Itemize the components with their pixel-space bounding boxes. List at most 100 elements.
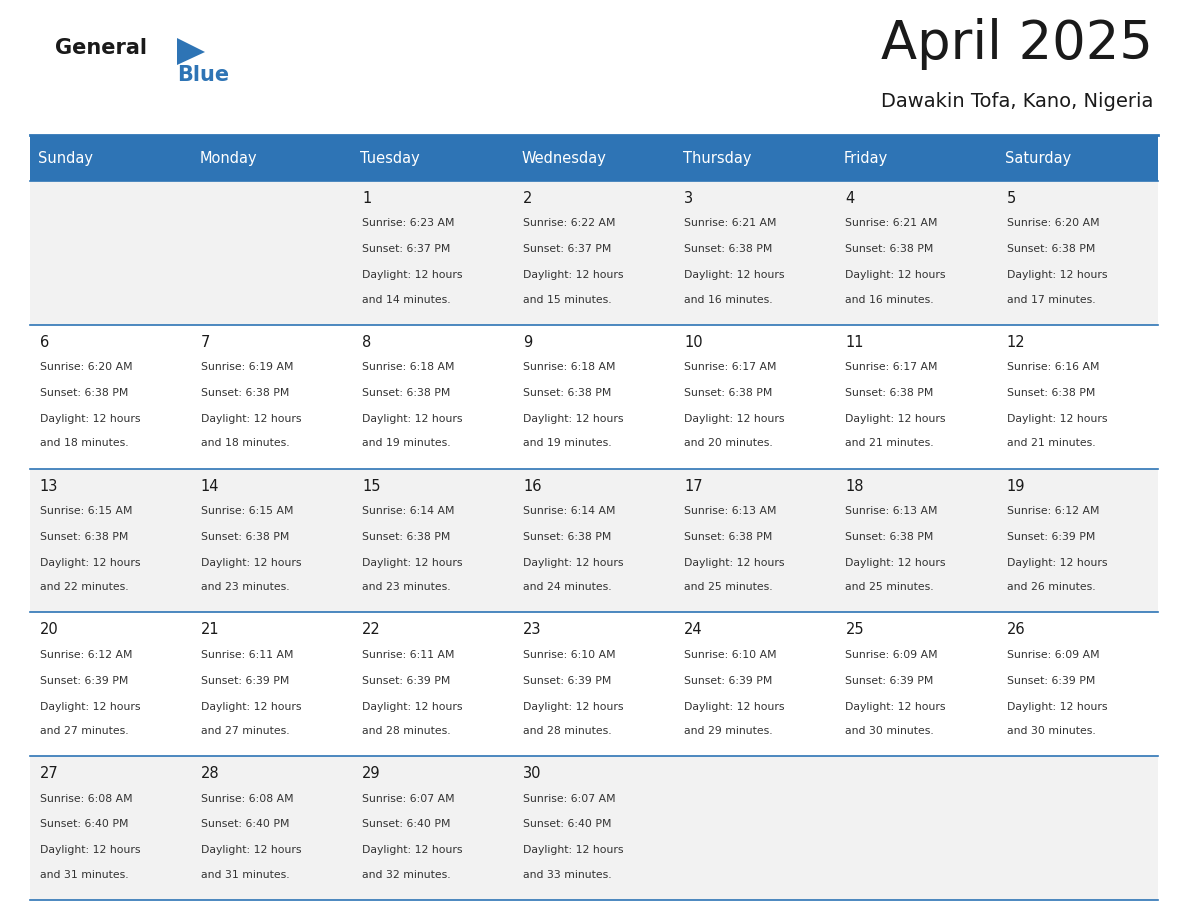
Text: Daylight: 12 hours: Daylight: 12 hours (846, 414, 946, 424)
Text: and 26 minutes.: and 26 minutes. (1006, 582, 1095, 592)
Text: 21: 21 (201, 622, 220, 637)
Text: Sunset: 6:38 PM: Sunset: 6:38 PM (523, 388, 612, 398)
Text: 11: 11 (846, 335, 864, 350)
Text: Sunrise: 6:23 AM: Sunrise: 6:23 AM (362, 218, 455, 229)
Text: Sunset: 6:38 PM: Sunset: 6:38 PM (684, 388, 772, 398)
Text: 16: 16 (523, 478, 542, 494)
Text: Sunrise: 6:11 AM: Sunrise: 6:11 AM (201, 650, 293, 660)
Text: Daylight: 12 hours: Daylight: 12 hours (362, 414, 462, 424)
Text: and 18 minutes.: and 18 minutes. (39, 439, 128, 448)
Text: Sunset: 6:38 PM: Sunset: 6:38 PM (39, 532, 128, 542)
Text: Sunrise: 6:12 AM: Sunrise: 6:12 AM (39, 650, 132, 660)
Text: General: General (55, 38, 147, 58)
Text: 19: 19 (1006, 478, 1025, 494)
Text: April 2025: April 2025 (881, 18, 1154, 70)
Text: and 16 minutes.: and 16 minutes. (846, 295, 934, 305)
Text: and 20 minutes.: and 20 minutes. (684, 439, 773, 448)
Text: 15: 15 (362, 478, 380, 494)
Text: 18: 18 (846, 478, 864, 494)
Text: Sunrise: 6:08 AM: Sunrise: 6:08 AM (39, 793, 132, 803)
Text: Sunrise: 6:17 AM: Sunrise: 6:17 AM (684, 363, 777, 372)
Text: Sunrise: 6:16 AM: Sunrise: 6:16 AM (1006, 363, 1099, 372)
FancyBboxPatch shape (30, 181, 1158, 325)
Text: Daylight: 12 hours: Daylight: 12 hours (846, 701, 946, 711)
Text: and 17 minutes.: and 17 minutes. (1006, 295, 1095, 305)
Text: and 19 minutes.: and 19 minutes. (523, 439, 612, 448)
Text: Monday: Monday (200, 151, 257, 165)
Text: and 24 minutes.: and 24 minutes. (523, 582, 612, 592)
Text: Sunrise: 6:17 AM: Sunrise: 6:17 AM (846, 363, 937, 372)
Text: 6: 6 (39, 335, 49, 350)
FancyBboxPatch shape (30, 612, 1158, 756)
Text: Daylight: 12 hours: Daylight: 12 hours (1006, 414, 1107, 424)
Text: Daylight: 12 hours: Daylight: 12 hours (684, 270, 785, 280)
Text: and 33 minutes.: and 33 minutes. (523, 869, 612, 879)
Text: 23: 23 (523, 622, 542, 637)
Text: and 27 minutes.: and 27 minutes. (39, 726, 128, 736)
Text: 5: 5 (1006, 191, 1016, 206)
Text: Daylight: 12 hours: Daylight: 12 hours (39, 414, 140, 424)
FancyBboxPatch shape (997, 135, 1158, 181)
Text: 25: 25 (846, 622, 864, 637)
FancyBboxPatch shape (30, 325, 1158, 468)
Text: Sunset: 6:37 PM: Sunset: 6:37 PM (362, 244, 450, 254)
Text: Sunrise: 6:11 AM: Sunrise: 6:11 AM (362, 650, 455, 660)
Text: Sunrise: 6:07 AM: Sunrise: 6:07 AM (523, 793, 615, 803)
Text: Sunset: 6:38 PM: Sunset: 6:38 PM (846, 244, 934, 254)
Text: Sunset: 6:39 PM: Sunset: 6:39 PM (846, 676, 934, 686)
Text: Sunrise: 6:08 AM: Sunrise: 6:08 AM (201, 793, 293, 803)
Text: and 28 minutes.: and 28 minutes. (523, 726, 612, 736)
Text: Sunset: 6:39 PM: Sunset: 6:39 PM (201, 676, 289, 686)
Text: Daylight: 12 hours: Daylight: 12 hours (523, 558, 624, 567)
Text: Sunrise: 6:14 AM: Sunrise: 6:14 AM (362, 506, 455, 516)
Text: Sunrise: 6:09 AM: Sunrise: 6:09 AM (1006, 650, 1099, 660)
Text: Sunrise: 6:20 AM: Sunrise: 6:20 AM (1006, 218, 1099, 229)
FancyBboxPatch shape (675, 135, 835, 181)
Text: 9: 9 (523, 335, 532, 350)
Text: Sunrise: 6:15 AM: Sunrise: 6:15 AM (39, 506, 132, 516)
Text: Sunrise: 6:19 AM: Sunrise: 6:19 AM (201, 363, 293, 372)
Text: and 18 minutes.: and 18 minutes. (201, 439, 290, 448)
Text: Sunrise: 6:07 AM: Sunrise: 6:07 AM (362, 793, 455, 803)
Text: Daylight: 12 hours: Daylight: 12 hours (362, 845, 462, 856)
FancyBboxPatch shape (513, 135, 675, 181)
Text: Daylight: 12 hours: Daylight: 12 hours (684, 414, 785, 424)
Text: 26: 26 (1006, 622, 1025, 637)
Text: 22: 22 (362, 622, 380, 637)
Text: Daylight: 12 hours: Daylight: 12 hours (362, 558, 462, 567)
Text: 12: 12 (1006, 335, 1025, 350)
Text: Sunset: 6:39 PM: Sunset: 6:39 PM (523, 676, 612, 686)
Text: 28: 28 (201, 767, 220, 781)
Text: and 31 minutes.: and 31 minutes. (39, 869, 128, 879)
Text: Sunrise: 6:18 AM: Sunrise: 6:18 AM (523, 363, 615, 372)
Text: and 25 minutes.: and 25 minutes. (684, 582, 773, 592)
Text: 1: 1 (362, 191, 371, 206)
Text: and 21 minutes.: and 21 minutes. (846, 439, 934, 448)
Text: Sunset: 6:40 PM: Sunset: 6:40 PM (201, 820, 290, 830)
Text: and 28 minutes.: and 28 minutes. (362, 726, 450, 736)
Text: Sunset: 6:38 PM: Sunset: 6:38 PM (846, 532, 934, 542)
Text: Sunset: 6:40 PM: Sunset: 6:40 PM (523, 820, 612, 830)
Text: 30: 30 (523, 767, 542, 781)
Text: 10: 10 (684, 335, 703, 350)
Text: Daylight: 12 hours: Daylight: 12 hours (1006, 270, 1107, 280)
Text: Dawakin Tofa, Kano, Nigeria: Dawakin Tofa, Kano, Nigeria (880, 92, 1154, 111)
Text: and 19 minutes.: and 19 minutes. (362, 439, 450, 448)
Text: Daylight: 12 hours: Daylight: 12 hours (362, 701, 462, 711)
Text: Sunrise: 6:21 AM: Sunrise: 6:21 AM (684, 218, 777, 229)
Text: Sunset: 6:38 PM: Sunset: 6:38 PM (39, 388, 128, 398)
Text: Sunset: 6:38 PM: Sunset: 6:38 PM (1006, 244, 1095, 254)
Text: Sunset: 6:38 PM: Sunset: 6:38 PM (362, 388, 450, 398)
Text: Thursday: Thursday (683, 151, 751, 165)
Text: Sunrise: 6:10 AM: Sunrise: 6:10 AM (684, 650, 777, 660)
Text: Sunrise: 6:13 AM: Sunrise: 6:13 AM (846, 506, 937, 516)
Text: Sunset: 6:38 PM: Sunset: 6:38 PM (684, 532, 772, 542)
Text: and 23 minutes.: and 23 minutes. (201, 582, 290, 592)
Text: Sunrise: 6:10 AM: Sunrise: 6:10 AM (523, 650, 615, 660)
Text: Daylight: 12 hours: Daylight: 12 hours (523, 414, 624, 424)
Text: and 30 minutes.: and 30 minutes. (1006, 726, 1095, 736)
Text: Sunset: 6:39 PM: Sunset: 6:39 PM (684, 676, 772, 686)
Text: and 14 minutes.: and 14 minutes. (362, 295, 450, 305)
Text: and 23 minutes.: and 23 minutes. (362, 582, 450, 592)
FancyBboxPatch shape (30, 468, 1158, 612)
